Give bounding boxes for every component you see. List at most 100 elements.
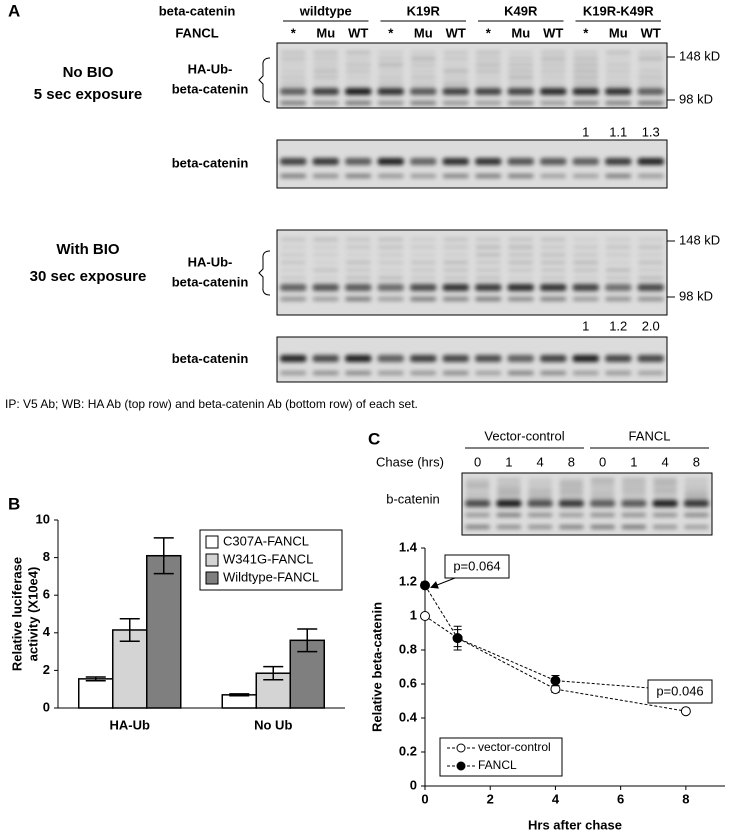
band: [377, 158, 404, 165]
band: [508, 81, 533, 85]
bracket: [258, 57, 271, 103]
band: [508, 261, 533, 264]
band: [541, 276, 566, 280]
bracket: [258, 250, 271, 296]
band: [345, 371, 372, 375]
band: [443, 63, 468, 67]
lane-label: 8: [693, 454, 700, 469]
band: [606, 51, 631, 54]
band: [508, 75, 533, 79]
band: [507, 284, 534, 291]
band: [411, 63, 436, 67]
legend-label: vector-control: [478, 740, 551, 754]
band: [540, 297, 567, 301]
y-tick-label: 1.4: [399, 539, 418, 554]
band: [280, 284, 307, 291]
band: [540, 355, 567, 362]
quantification: 1.1: [609, 124, 627, 139]
data-point: [420, 611, 430, 621]
band: [378, 245, 403, 249]
band: [622, 489, 646, 492]
band: [637, 371, 664, 375]
band: [497, 478, 521, 481]
band: [606, 69, 631, 73]
band: [345, 284, 372, 291]
band: [313, 253, 338, 257]
band: [281, 75, 306, 79]
size-marker: 98 kD: [679, 288, 713, 303]
band: [606, 276, 631, 280]
row-header: FANCL: [175, 25, 218, 40]
legend-marker: [456, 761, 466, 771]
band: [573, 81, 598, 85]
band: [312, 88, 339, 95]
band: [377, 297, 404, 301]
band: [508, 51, 533, 54]
band: [622, 481, 646, 485]
band: [653, 481, 677, 485]
band: [497, 481, 521, 485]
band: [638, 261, 663, 264]
band: [591, 485, 615, 489]
lane-label: *: [583, 25, 589, 40]
band: [443, 75, 468, 79]
band: [683, 500, 709, 507]
band: [573, 276, 598, 280]
band: [346, 253, 371, 257]
band: [281, 261, 306, 264]
band: [378, 51, 403, 54]
band: [410, 371, 437, 375]
band: [280, 297, 307, 301]
band: [573, 268, 598, 272]
y-axis-label: Relative beta-catenin: [369, 602, 384, 732]
band: [410, 297, 437, 301]
band: [684, 478, 708, 481]
annotation: p=0.064: [453, 558, 500, 573]
band: [683, 513, 709, 517]
band: [476, 51, 501, 54]
band: [281, 63, 306, 67]
loading-label: beta-catenin: [172, 155, 249, 170]
band: [475, 101, 502, 105]
band: [281, 238, 306, 241]
band: [638, 69, 663, 73]
band: [652, 513, 678, 517]
blot-bands: [280, 51, 664, 105]
band: [540, 101, 567, 105]
blot-label: HA-Ub-: [188, 61, 233, 76]
group-label: Vector-control: [484, 428, 564, 443]
band: [528, 492, 552, 496]
band: [281, 51, 306, 54]
band: [508, 253, 533, 257]
band: [572, 371, 599, 375]
band: [476, 261, 501, 264]
band: [442, 101, 469, 105]
error-bar: [229, 693, 250, 697]
legend-label: C307A-FANCL: [223, 533, 309, 548]
band: [540, 284, 567, 291]
band: [466, 481, 490, 485]
band: [638, 51, 663, 54]
band: [573, 261, 598, 264]
band: [508, 238, 533, 241]
band: [411, 81, 436, 85]
band: [281, 253, 306, 257]
band: [410, 174, 437, 178]
band: [280, 88, 307, 95]
band: [559, 485, 583, 489]
band: [508, 63, 533, 67]
band: [312, 371, 339, 375]
lane-label: 4: [537, 454, 544, 469]
band: [541, 238, 566, 241]
lane-label: 8: [568, 454, 575, 469]
band: [466, 485, 490, 489]
band: [411, 238, 436, 241]
band: [476, 81, 501, 85]
band: [442, 158, 469, 165]
band: [476, 253, 501, 257]
lane-label: 0: [474, 454, 481, 469]
lane-label: 4: [662, 454, 669, 469]
band: [684, 485, 708, 489]
band: [622, 485, 646, 489]
lane-label: 1: [630, 454, 637, 469]
